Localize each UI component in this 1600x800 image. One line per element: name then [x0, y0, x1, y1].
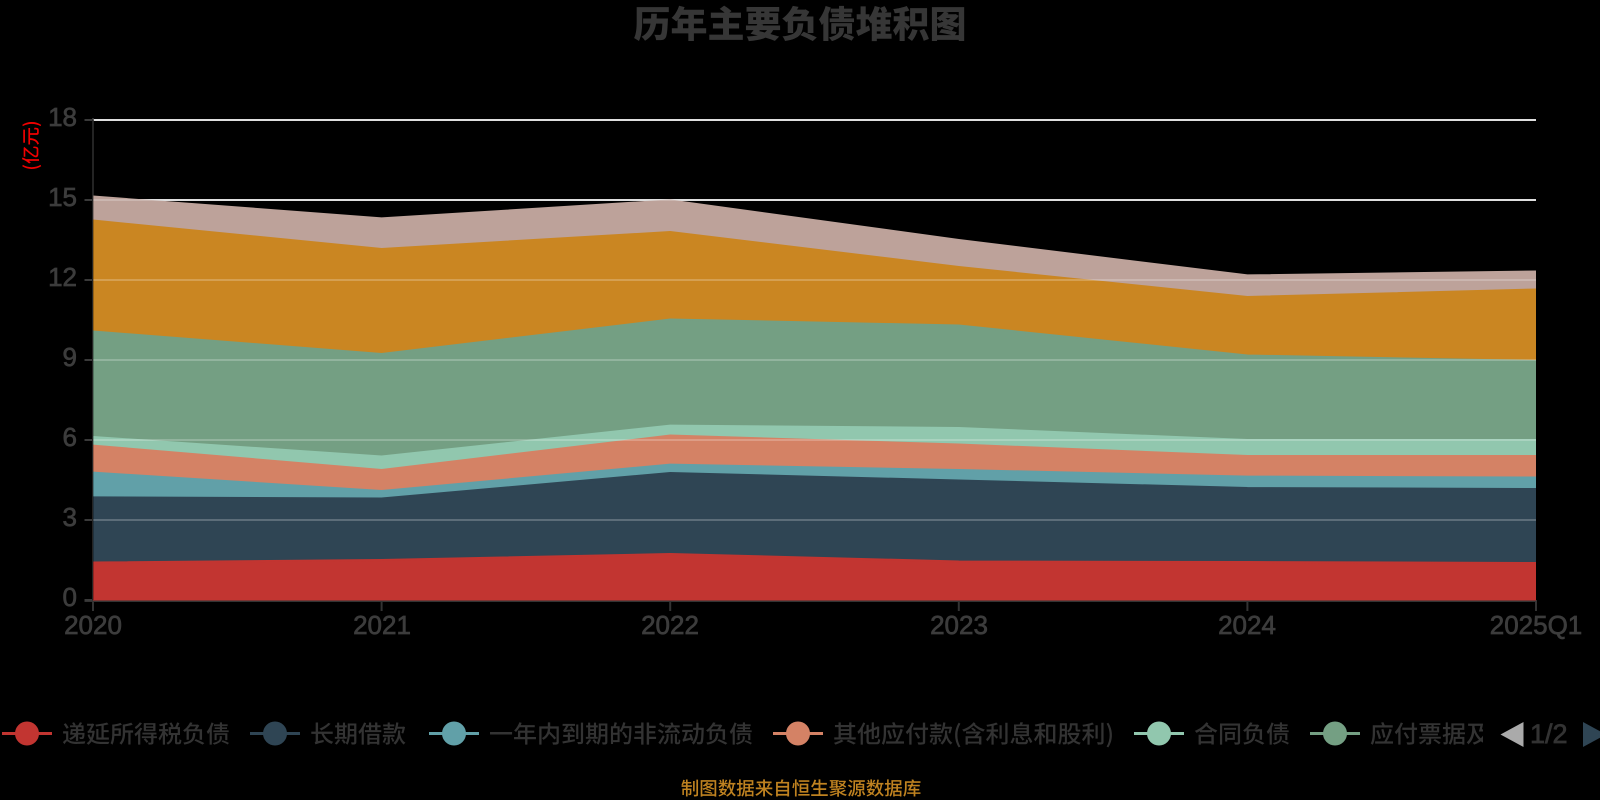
svg-text:2022: 2022 [641, 610, 699, 640]
svg-text:2023: 2023 [930, 610, 988, 640]
svg-text:2025Q1: 2025Q1 [1490, 610, 1583, 640]
svg-text:6: 6 [63, 422, 77, 452]
svg-text:3: 3 [63, 502, 77, 532]
svg-text:2021: 2021 [353, 610, 411, 640]
svg-text:1/2: 1/2 [1530, 719, 1568, 749]
svg-text:12: 12 [48, 262, 77, 292]
svg-text:2020: 2020 [64, 610, 122, 640]
svg-text:15: 15 [48, 182, 77, 212]
svg-text:2024: 2024 [1218, 610, 1276, 640]
svg-text:18: 18 [48, 102, 77, 132]
svg-text:9: 9 [63, 342, 77, 372]
svg-text:0: 0 [63, 582, 77, 612]
